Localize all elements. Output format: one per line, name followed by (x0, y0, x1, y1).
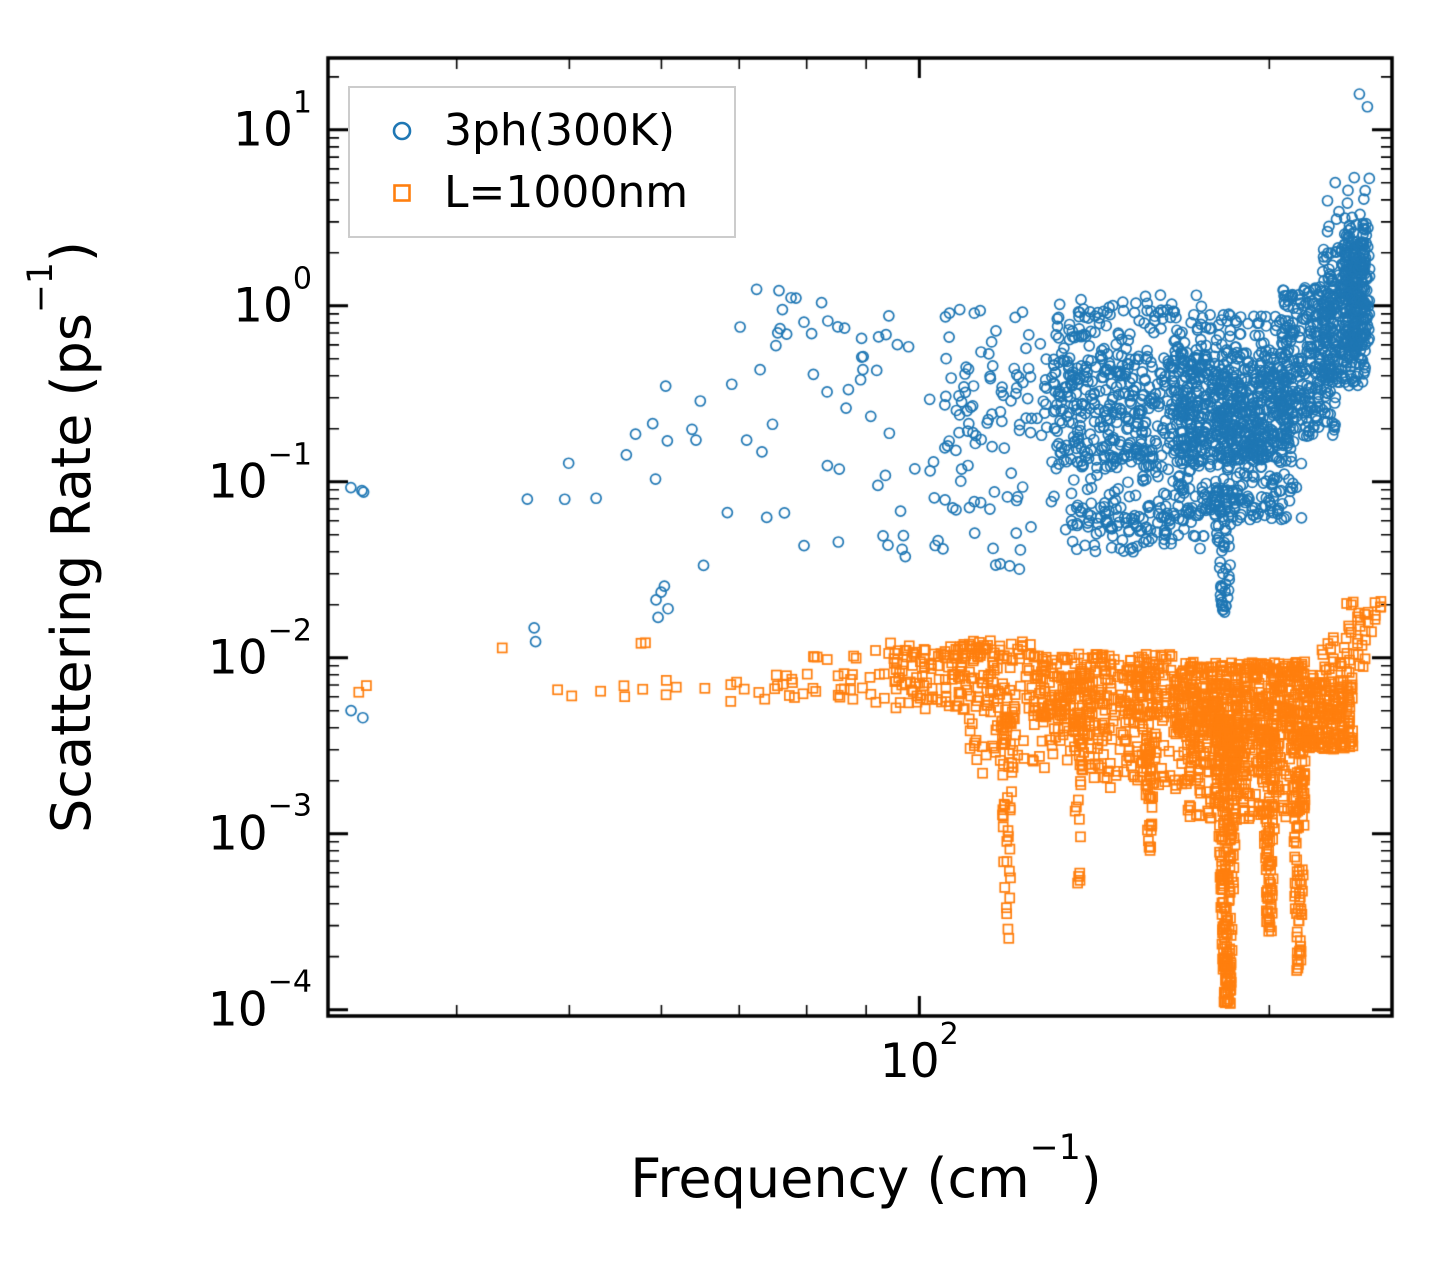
legend-circle-marker-icon (392, 121, 412, 141)
y-tick-label: 101 (233, 85, 312, 158)
y-axis-label-close: ) (40, 241, 103, 263)
y-tick-label: 100 (233, 261, 312, 334)
x-axis-label-close: ) (1080, 1147, 1102, 1210)
y-tick-label: 10−3 (207, 788, 312, 862)
y-axis-label: Scattering Rate (ps−1) (21, 241, 103, 833)
y-axis-label-text: Scattering Rate (ps (40, 313, 103, 833)
legend-entry-l1000nm: L=1000nm (350, 162, 734, 224)
x-axis-label-text: Frequency (cm (630, 1147, 1030, 1210)
x-tick-label: 102 (879, 1016, 959, 1089)
legend-square-marker-icon (393, 184, 411, 202)
legend-label-l1000nm: L=1000nm (444, 167, 689, 218)
x-axis-label: Frequency (cm−1) (630, 1131, 1102, 1206)
x-axis-label-exponent: −1 (1029, 1128, 1081, 1168)
y-tick-label: 10−1 (207, 437, 312, 510)
legend-entry-3ph: 3ph(300K) (350, 100, 734, 162)
legend-label-3ph: 3ph(300K) (444, 105, 675, 156)
y-tick-label: 10−4 (207, 964, 312, 1038)
y-tick-label: 10−2 (207, 613, 312, 686)
legend: 3ph(300K) L=1000nm (348, 86, 736, 238)
